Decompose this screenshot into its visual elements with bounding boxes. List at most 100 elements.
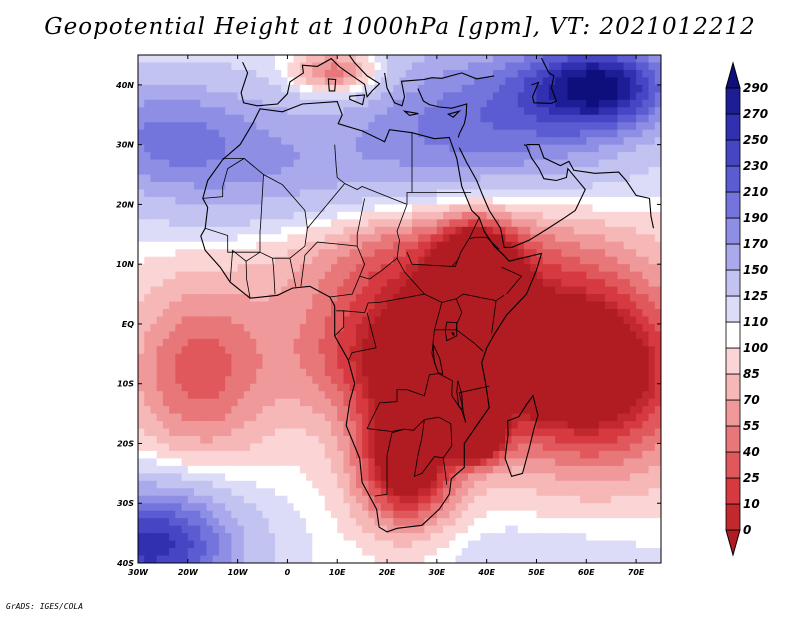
field-cell	[486, 413, 494, 422]
field-cell	[206, 383, 214, 392]
field-cell	[411, 309, 419, 318]
field-cell	[324, 473, 332, 482]
field-cell	[548, 286, 556, 295]
field-cell	[592, 226, 600, 235]
field-cell	[474, 413, 482, 422]
field-cell	[617, 421, 625, 430]
field-cell	[362, 234, 369, 243]
field-cell	[430, 301, 438, 310]
field-cell	[355, 353, 363, 362]
field-cell	[480, 219, 488, 228]
field-cell	[144, 234, 152, 243]
field-cell	[175, 495, 183, 504]
field-cell	[380, 443, 388, 452]
field-cell	[243, 338, 251, 347]
field-cell	[604, 256, 612, 265]
field-cell	[486, 77, 494, 86]
field-cell	[368, 458, 376, 467]
field-cell	[256, 450, 264, 460]
field-cell	[331, 234, 338, 243]
field-cell	[225, 436, 232, 445]
field-cell	[573, 144, 581, 153]
field-cell	[243, 92, 251, 101]
field-cell	[274, 256, 282, 265]
field-cell	[343, 309, 351, 318]
field-cell	[467, 331, 475, 340]
field-cell	[169, 256, 176, 265]
field-cell	[604, 182, 612, 191]
field-cell	[555, 69, 562, 79]
field-cell	[206, 211, 214, 220]
field-cell	[349, 62, 357, 71]
field-cell	[218, 241, 226, 250]
field-cell	[281, 264, 289, 273]
field-cell	[580, 271, 587, 280]
field-cell	[231, 368, 239, 377]
field-cell	[318, 406, 326, 415]
field-cell	[175, 182, 183, 191]
field-cell	[387, 152, 394, 161]
field-cell	[561, 428, 569, 437]
field-cell	[175, 84, 183, 93]
field-cell	[399, 361, 407, 370]
field-cell	[580, 480, 587, 489]
field-cell	[474, 361, 482, 370]
field-cell	[243, 189, 251, 198]
field-cell	[237, 406, 245, 415]
field-cell	[405, 167, 413, 176]
field-cell	[175, 391, 183, 400]
field-cell	[181, 331, 189, 340]
field-cell	[362, 301, 369, 310]
field-cell	[455, 137, 463, 146]
field-cell	[467, 391, 475, 400]
field-cell	[542, 226, 550, 235]
field-cell	[331, 368, 338, 377]
field-cell	[511, 92, 519, 101]
field-cell	[411, 107, 419, 116]
field-cell	[162, 204, 170, 213]
field-cell	[362, 189, 369, 198]
field-cell	[156, 271, 164, 280]
field-cell	[436, 77, 444, 86]
field-cell	[144, 436, 152, 445]
field-cell	[636, 279, 643, 288]
field-cell	[629, 316, 637, 325]
field-cell	[138, 204, 145, 213]
field-cell	[144, 294, 152, 303]
field-cell	[642, 309, 650, 318]
field-cell	[486, 376, 494, 385]
field-cell	[243, 465, 251, 474]
field-cell	[368, 488, 376, 497]
field-cell	[505, 406, 513, 415]
field-cell	[387, 234, 394, 243]
field-cell	[162, 234, 170, 243]
field-cell	[505, 196, 513, 206]
field-cell	[604, 55, 612, 64]
field-cell	[268, 264, 276, 273]
field-cell	[231, 264, 239, 273]
field-cell	[623, 219, 631, 228]
field-cell	[524, 391, 531, 400]
field-cell	[486, 92, 494, 101]
field-cell	[474, 383, 482, 392]
field-cell	[604, 62, 612, 71]
field-cell	[555, 473, 562, 482]
field-cell	[243, 413, 251, 422]
field-cell	[337, 234, 345, 243]
field-cell	[411, 196, 419, 206]
field-cell	[492, 92, 500, 101]
field-cell	[474, 122, 482, 131]
field-cell	[617, 331, 625, 340]
field-cell	[362, 391, 369, 400]
field-cell	[387, 421, 394, 430]
field-cell	[212, 413, 220, 422]
field-cell	[144, 346, 152, 355]
field-cell	[138, 256, 145, 265]
field-cell	[623, 338, 631, 347]
field-cell	[337, 398, 345, 407]
field-cell	[299, 107, 307, 116]
field-cell	[368, 465, 376, 474]
field-cell	[561, 488, 569, 497]
field-cell	[274, 129, 282, 138]
field-cell	[349, 55, 357, 64]
